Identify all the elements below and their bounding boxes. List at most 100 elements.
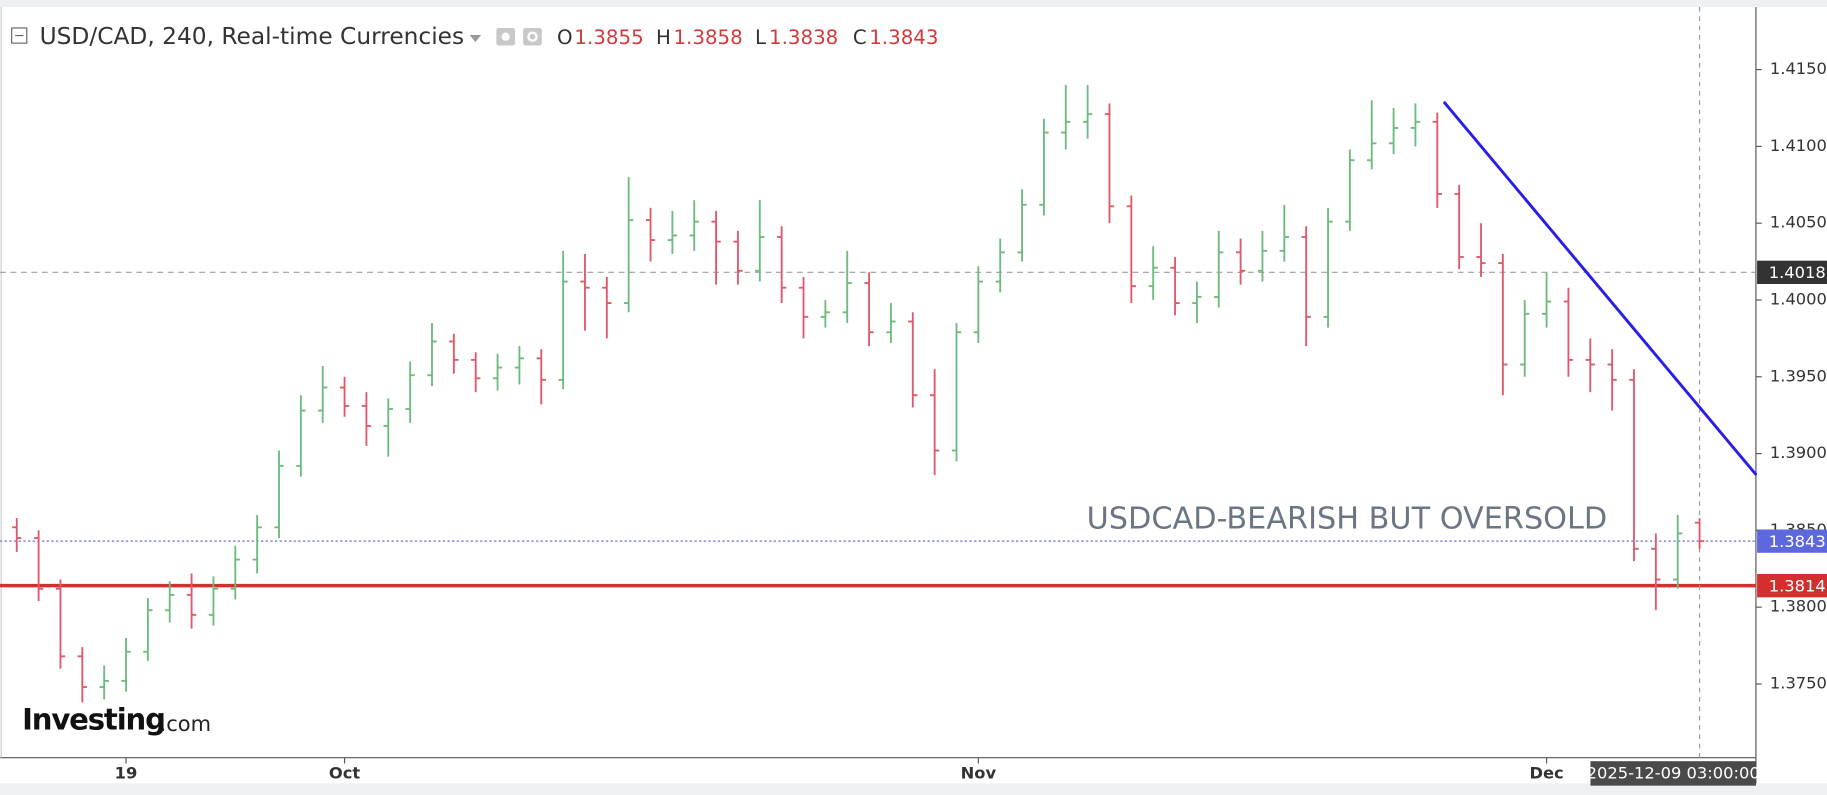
trend-line <box>1442 100 1758 477</box>
ohlc-bar <box>1476 223 1486 277</box>
ohlc-bar <box>318 366 328 423</box>
ohlc-bar <box>296 395 306 477</box>
ohlc-bar <box>645 207 656 262</box>
ohlc-bar <box>1410 103 1421 147</box>
ohlc-bar <box>186 573 197 629</box>
ohlc-bar <box>995 238 1005 293</box>
y-tick-label: 1.3950 <box>1770 366 1827 385</box>
ohlc-bar <box>1301 226 1311 347</box>
ohlc-bar <box>1104 103 1115 224</box>
settings-icon[interactable] <box>523 27 542 46</box>
level-label-bg <box>1757 529 1827 553</box>
ohlc-bar <box>427 323 437 387</box>
ohlc-bar <box>1235 238 1246 285</box>
y-tick-label: 1.4150 <box>1770 59 1827 78</box>
ohlc-key: H <box>656 26 671 49</box>
ohlc-bar <box>1432 112 1442 208</box>
ohlc-bar <box>121 637 131 692</box>
x-tick-label: 19 <box>115 764 138 783</box>
ohlc-bar <box>798 276 809 339</box>
crosshair-label: 2025-12-09 03:00:00 <box>1587 764 1760 783</box>
ohlc-bar <box>1541 272 1552 328</box>
logo-brand: Investing <box>22 703 165 737</box>
ohlc-bar <box>252 515 262 574</box>
level-label-bg <box>1757 260 1827 284</box>
bottom-strip <box>0 783 1827 795</box>
ohlc-bar <box>755 200 765 282</box>
x-tick-label: Oct <box>329 764 361 783</box>
ohlc-bar <box>908 312 918 408</box>
ohlc-bar <box>842 250 852 324</box>
crosshair-label-bg <box>1590 761 1756 786</box>
ohlc-value: 1.3843 <box>869 26 938 49</box>
ohlc-bar <box>777 226 787 304</box>
ohlc-bar <box>143 597 153 661</box>
ohlc-bar <box>886 303 896 343</box>
level-label-bg <box>1757 574 1827 598</box>
logo-suffix: .com <box>160 712 211 736</box>
ohlc-bar <box>1214 230 1224 308</box>
ohlc-bar <box>1082 84 1093 139</box>
ohlc-bar <box>1629 369 1639 562</box>
ohlc-bar <box>951 323 962 462</box>
y-tick-label: 1.3800 <box>1770 597 1827 616</box>
ohlc-bar <box>973 266 984 343</box>
ohlc-bar <box>1694 518 1705 549</box>
ohlc-bar <box>1017 189 1027 262</box>
y-tick-label: 1.3900 <box>1770 443 1827 462</box>
level-label: 1.3843 <box>1769 532 1826 551</box>
dropdown-arrow[interactable] <box>469 34 482 42</box>
ohlc-bar <box>1148 246 1158 300</box>
collapse-icon[interactable] <box>11 27 28 44</box>
ohlc-value: 1.3858 <box>673 26 742 49</box>
ohlc-bar <box>864 272 874 347</box>
annotation: USDCAD-BEARISH BUT OVERSOLD <box>1087 501 1608 536</box>
y-tick-label: 1.4050 <box>1770 213 1827 232</box>
ohlc-bar <box>1323 207 1333 328</box>
ohlc-bar <box>1061 84 1071 150</box>
ohlc-bar <box>208 576 219 626</box>
ohlc-value: 1.3855 <box>574 26 643 49</box>
x-tick-label: Nov <box>961 764 997 783</box>
collapse-box <box>11 27 28 44</box>
y-tick-label: 1.4000 <box>1770 289 1827 308</box>
ohlc-bar <box>929 369 940 476</box>
ohlc-bar <box>1673 515 1683 589</box>
ohlc-bar <box>1454 184 1464 270</box>
y-tick-label: 1.3750 <box>1770 673 1827 692</box>
ohlc-key: L <box>755 26 766 49</box>
ohlc-bar <box>689 200 699 251</box>
ohlc-bar <box>449 333 459 374</box>
ohlc-value: 1.3838 <box>769 26 838 49</box>
ohlc-bar <box>514 346 525 385</box>
eye-pupil <box>501 32 510 41</box>
ohlc-bar <box>1345 149 1355 231</box>
ohlc-bar <box>1170 256 1180 316</box>
ohlc-bar <box>405 361 415 423</box>
ohlc-bar <box>1367 100 1377 170</box>
ohlc-key: C <box>853 26 867 49</box>
ohlc-bar <box>1563 287 1574 377</box>
ohlc-bar <box>1388 107 1399 155</box>
ohlc-bar <box>1126 195 1136 304</box>
ohlc-bar <box>1651 533 1661 611</box>
ohlc-bar <box>339 376 350 417</box>
ohlc-bar <box>580 253 590 331</box>
ohlc-bar <box>558 250 568 390</box>
ohlc-bar <box>602 276 612 339</box>
ohlc-bar <box>1192 281 1202 324</box>
ohlc-bar <box>1607 349 1617 411</box>
ohlc-bar <box>1279 204 1289 262</box>
level-label: 1.4018 <box>1769 263 1826 282</box>
ohlc-bar <box>383 398 393 457</box>
ohlc-bar <box>624 177 634 313</box>
ohlc-bar <box>536 349 546 405</box>
ohlc-bar <box>230 545 240 600</box>
ohlc-bar <box>492 353 503 391</box>
ohlc-bar <box>55 579 66 669</box>
ohlc-bar <box>12 518 22 552</box>
ohlc-bar <box>33 530 44 602</box>
ohlc-bar <box>1257 230 1268 282</box>
